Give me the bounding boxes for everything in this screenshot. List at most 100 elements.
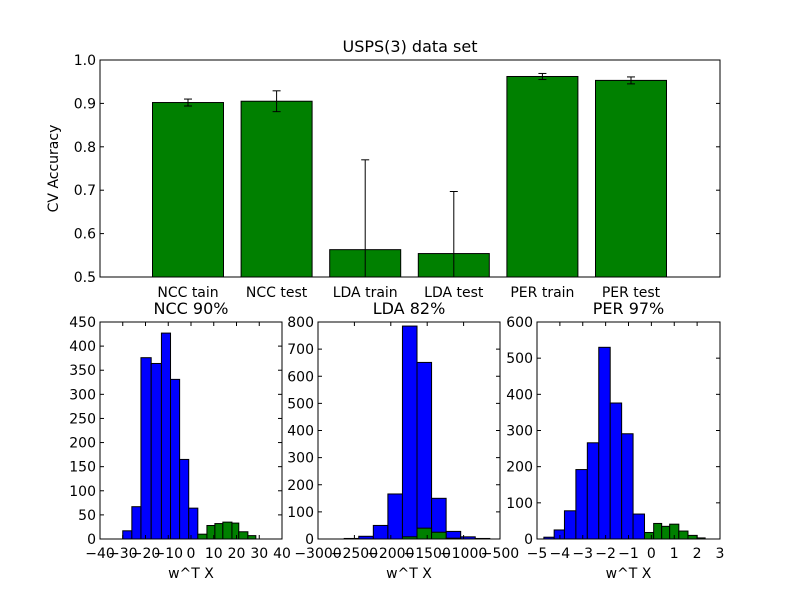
ncc-x-tick-label: 10: [205, 546, 223, 562]
ncc-histogram-bar: [222, 521, 233, 540]
per-y-tick-label: 500: [506, 351, 533, 367]
ncc-x-tick-label: −40: [85, 546, 115, 562]
ncc-histogram-bar: [197, 533, 208, 540]
lda-histogram-bar: [387, 493, 403, 540]
accuracy-bar: [506, 75, 579, 278]
ncc-y-tick-label: 250: [69, 411, 96, 427]
per-histogram-bar: [678, 530, 689, 540]
lda-histogram: 0 100 200 300 400 500 600 700 800 −3000−2500−200…: [287, 299, 519, 582]
lda-histogram-bar: [372, 524, 389, 540]
ncc-x-ticks: −40−30−20−10 0 10 20 30 40: [85, 322, 291, 562]
lda-histogram-bar: [401, 325, 418, 540]
lda-y-tick-label: 800: [287, 315, 314, 331]
accuracy-x-tick-label: NCC tain: [157, 285, 218, 301]
accuracy-bar: [152, 102, 224, 278]
ncc-histogram-bar: [247, 535, 257, 540]
accuracy-y-tick-label: 0.9: [74, 96, 96, 112]
ncc-x-axis-label: w^T X: [168, 566, 214, 582]
ncc-x-tick-label: 0: [187, 546, 196, 562]
ncc-histogram-bar: [160, 332, 172, 540]
per-histogram-bar: [563, 510, 577, 540]
ncc-y-tick-label: 300: [69, 387, 96, 403]
accuracy-y-tick-label: 0.5: [74, 270, 96, 286]
per-y-tick-label: 0: [524, 532, 533, 548]
per-x-tick-label: 0: [647, 546, 656, 562]
ncc-y-tick-label: 450: [69, 315, 96, 331]
ncc-histogram-bar: [238, 531, 249, 540]
per-y-tick-label: 300: [506, 424, 533, 440]
per-x-axis-label: w^T X: [606, 566, 652, 582]
ncc-histogram-title: NCC 90%: [154, 299, 229, 318]
per-y-tick-label: 400: [506, 387, 533, 403]
accuracy-y-tick-label: 1.0: [74, 53, 96, 69]
per-histogram-bar: [586, 442, 600, 540]
accuracy-x-tick-label: NCC test: [246, 285, 308, 301]
accuracy-y-ticks: 0.5 0.6 0.7 0.8 0.9 1.0: [74, 53, 720, 286]
lda-y-tick-label: 300: [287, 451, 314, 467]
per-histogram-bar: [621, 433, 634, 540]
accuracy-chart-title: USPS(3) data set: [343, 37, 478, 56]
accuracy-bar: [595, 79, 667, 278]
lda-y-tick-label: 600: [287, 369, 314, 385]
lda-x-axis-label: w^T X: [386, 566, 432, 582]
accuracy-y-tick-label: 0.6: [74, 227, 96, 243]
ncc-x-tick-label: −10: [153, 546, 183, 562]
accuracy-y-tick-label: 0.7: [74, 183, 96, 199]
per-histogram-bar: [632, 513, 646, 540]
per-histogram-bar: [644, 531, 655, 540]
lda-x-tick-label: −3000: [294, 546, 341, 562]
per-histogram-bar: [653, 522, 663, 540]
ncc-histogram-bar: [179, 458, 190, 540]
per-x-tick-label: −5: [527, 546, 548, 562]
ncc-histogram-bar: [140, 357, 152, 540]
lda-y-tick-label: 400: [287, 424, 314, 440]
per-plot-area: [543, 346, 706, 540]
per-y-ticks: 0 100 200 300 400 500 600: [506, 315, 720, 548]
ncc-y-tick-label: 100: [69, 484, 96, 500]
accuracy-y-axis-label: CV Accuracy: [46, 125, 62, 213]
ncc-y-tick-label: 150: [69, 460, 96, 476]
per-x-tick-label: 3: [716, 546, 725, 562]
lda-histogram-title: LDA 82%: [373, 299, 446, 318]
lda-x-tick-label: −1500: [404, 546, 451, 562]
ncc-y-tick-label: 350: [69, 363, 96, 379]
lda-x-tick-label: −500: [481, 546, 519, 562]
lda-y-tick-label: 100: [287, 505, 314, 521]
accuracy-bar: [240, 100, 313, 278]
ncc-x-tick-label: 20: [228, 546, 246, 562]
accuracy-chart: 0.5 0.6 0.7 0.8 0.9 1.0 NCC tain NCC test LDA t…: [46, 37, 721, 301]
per-y-tick-label: 200: [506, 460, 533, 476]
ncc-histogram-bar: [150, 362, 162, 540]
lda-y-tick-label: 700: [287, 342, 314, 358]
per-histogram-bar: [575, 469, 588, 540]
ncc-histogram-bar: [170, 378, 181, 540]
per-x-ticks: −5 −4 −3 −2 −1 0 1 2 3: [527, 322, 725, 562]
lda-y-tick-label: 0: [305, 532, 314, 548]
ncc-y-tick-label: 50: [78, 508, 96, 524]
ncc-histogram-bar: [214, 523, 224, 540]
lda-x-tick-label: −2000: [367, 546, 414, 562]
accuracy-plot-frame: [99, 59, 721, 278]
accuracy-x-ticks: NCC tain NCC test LDA train LDA test PER tra…: [157, 285, 660, 301]
per-histogram-bar: [661, 525, 671, 540]
per-histogram-title: PER 97%: [593, 299, 665, 318]
per-x-tick-label: 2: [693, 546, 702, 562]
per-histogram-bar: [598, 346, 611, 540]
lda-y-tick-label: 200: [287, 478, 314, 494]
accuracy-x-tick-label: LDA train: [333, 285, 398, 301]
ncc-x-tick-label: 30: [250, 546, 268, 562]
per-x-tick-label: −4: [550, 546, 571, 562]
ncc-x-tick-label: −20: [131, 546, 161, 562]
lda-histogram-bar: [416, 361, 433, 540]
ncc-y-tick-label: 400: [69, 339, 96, 355]
ncc-x-tick-label: 40: [273, 546, 291, 562]
lda-x-tick-label: −1000: [440, 546, 487, 562]
ncc-histogram-bar: [231, 522, 240, 540]
accuracy-plot-area: [152, 72, 667, 278]
lda-x-tick-label: −2500: [331, 546, 378, 562]
lda-x-ticks: −3000−2500−2000−1500−1000−500: [294, 322, 519, 562]
accuracy-y-tick-label: 0.8: [74, 140, 96, 156]
